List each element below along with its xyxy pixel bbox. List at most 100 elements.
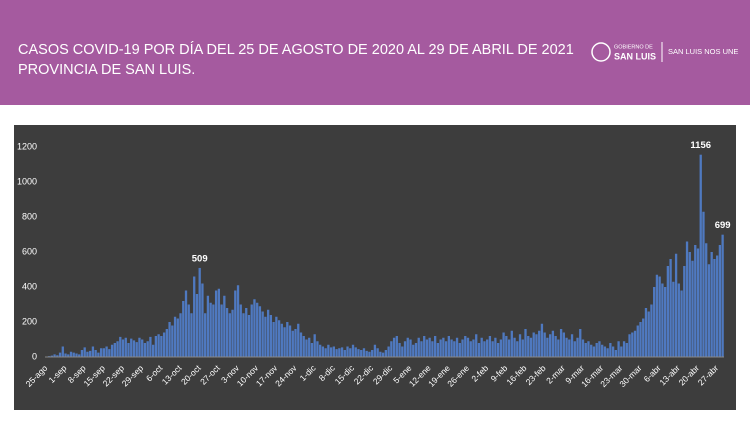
bar	[286, 322, 289, 357]
bar	[288, 325, 292, 357]
bar	[521, 339, 524, 357]
bar	[146, 341, 149, 357]
bar	[354, 347, 357, 357]
bar	[603, 346, 607, 357]
bar	[633, 330, 637, 357]
bar	[387, 346, 390, 357]
bar	[239, 304, 242, 357]
bar	[436, 343, 440, 357]
bar	[277, 320, 281, 357]
y-tick-label: 600	[22, 246, 37, 256]
bar	[236, 285, 240, 357]
bar	[127, 343, 130, 357]
bar	[642, 318, 645, 357]
bar	[546, 337, 549, 357]
bar	[688, 252, 691, 357]
bar	[83, 347, 86, 357]
bar	[294, 329, 297, 357]
bar	[518, 334, 522, 357]
bar	[132, 340, 136, 357]
bar	[319, 344, 322, 357]
bar	[116, 341, 119, 357]
bar	[653, 287, 656, 357]
bar	[89, 350, 92, 357]
bar	[685, 241, 689, 357]
bar	[496, 343, 500, 357]
bar	[321, 346, 325, 357]
bar	[710, 252, 713, 357]
bar	[573, 341, 576, 357]
value-label: 1156	[690, 140, 711, 151]
bar	[466, 337, 470, 357]
bar	[444, 341, 448, 357]
bar	[234, 290, 237, 357]
bar	[406, 337, 409, 357]
chart-subtitle: PROVINCIA DE SAN LUIS.	[18, 62, 195, 78]
bar	[124, 337, 127, 357]
bar	[721, 234, 724, 357]
bar	[475, 334, 478, 357]
bar	[113, 343, 116, 357]
bar	[398, 343, 401, 357]
bar	[384, 350, 388, 357]
bar	[64, 353, 67, 357]
y-tick-label: 200	[22, 316, 37, 326]
bar	[631, 332, 634, 357]
header-band	[0, 0, 750, 105]
bar	[272, 322, 275, 357]
bar	[557, 339, 560, 357]
bar	[617, 341, 620, 357]
bar	[658, 276, 661, 357]
value-label: 509	[192, 253, 208, 264]
bar	[143, 343, 147, 357]
bar	[187, 304, 190, 357]
bar	[373, 344, 377, 357]
bar	[644, 308, 648, 357]
logo-emblem	[591, 42, 611, 62]
bar	[562, 332, 565, 357]
logo-top: GOBIERNO DE	[614, 44, 653, 50]
y-tick-label: 1000	[17, 176, 37, 186]
bar	[94, 350, 97, 357]
bar	[297, 323, 300, 357]
bar	[472, 339, 475, 357]
bar	[171, 325, 174, 357]
bar	[538, 330, 541, 357]
bar	[362, 348, 366, 357]
bar	[554, 336, 557, 357]
bar	[666, 266, 670, 357]
bar	[548, 334, 552, 357]
bar	[488, 336, 492, 357]
bar	[576, 337, 579, 357]
bar	[78, 354, 81, 357]
bar	[595, 343, 598, 357]
bar	[461, 339, 464, 357]
bar	[225, 308, 229, 357]
bar	[308, 337, 311, 357]
bar	[584, 343, 587, 357]
bar	[67, 354, 70, 357]
y-tick-label: 1200	[17, 141, 37, 151]
bar	[256, 302, 259, 357]
bar	[677, 283, 680, 357]
slogan: SAN LUIS NOS UNE	[668, 47, 738, 56]
bar	[423, 336, 426, 357]
bar	[162, 332, 166, 357]
bar	[275, 316, 278, 357]
bar	[551, 330, 555, 357]
bar	[349, 348, 352, 357]
bar	[151, 344, 155, 357]
bar	[217, 288, 221, 357]
bar	[179, 313, 182, 357]
bar	[206, 295, 210, 357]
bar	[628, 334, 631, 357]
bar	[639, 322, 642, 357]
bar	[425, 339, 429, 357]
bar	[195, 294, 199, 357]
bar	[310, 343, 314, 357]
bar	[529, 337, 533, 357]
bar	[412, 344, 415, 357]
bar	[110, 344, 114, 357]
bar	[587, 341, 590, 357]
